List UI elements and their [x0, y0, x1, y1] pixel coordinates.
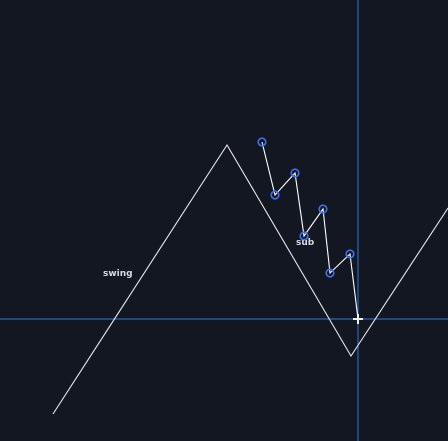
sub-wave-point[interactable] — [325, 268, 335, 278]
sub-wave-point[interactable] — [290, 168, 300, 178]
swing-label: swing — [103, 269, 133, 279]
swing-wave-line[interactable] — [52, 143, 448, 415]
sub-label: sub — [296, 238, 315, 248]
sub-wave-point[interactable] — [299, 231, 309, 241]
sub-wave-point[interactable] — [270, 190, 280, 200]
sub-wave-point[interactable] — [318, 204, 328, 214]
sub-wave-point[interactable] — [257, 137, 267, 147]
crosshair-icon — [353, 314, 363, 324]
sub-wave-point[interactable] — [345, 249, 355, 259]
